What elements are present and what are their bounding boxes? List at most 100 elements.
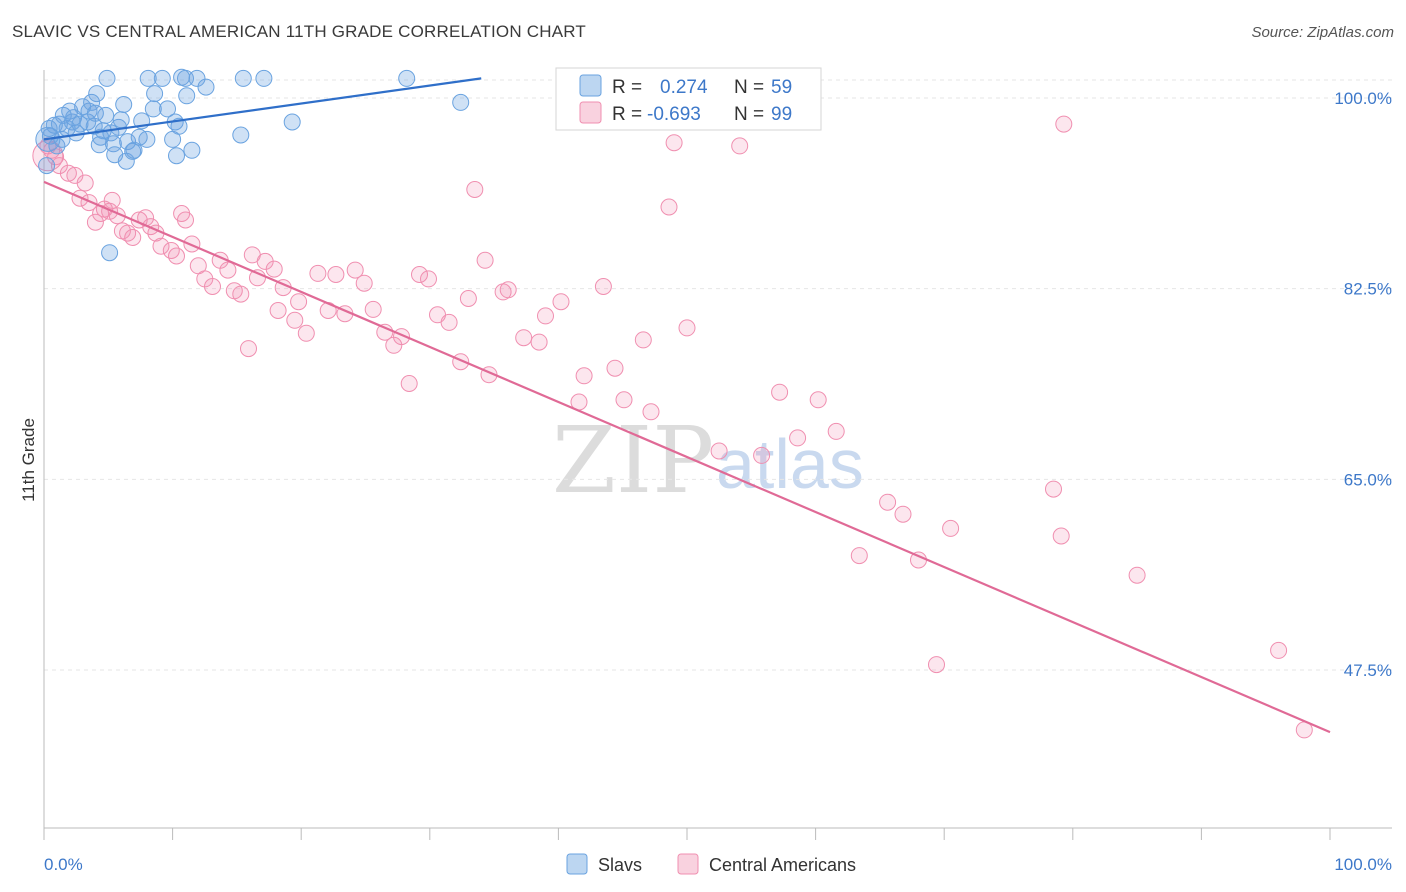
point-central-americans (1045, 480, 1062, 498)
point-central-americans (327, 266, 345, 283)
point-central-americans (552, 293, 570, 311)
point-central-americans (1128, 566, 1146, 584)
x-tick-label-0: 0.0% (44, 855, 83, 874)
point-slavs (98, 69, 116, 87)
point-central-americans (440, 313, 458, 331)
bottom-legend-swatch-central-americans (677, 853, 699, 875)
point-central-americans (400, 375, 418, 392)
bottom-legend-label-slavs: Slavs (598, 855, 642, 875)
point-slavs (146, 85, 164, 103)
legend-r-value-slavs: 0.274 (660, 77, 708, 98)
y-tick-label: 47.5% (1344, 661, 1392, 680)
point-central-americans (232, 285, 250, 303)
point-slavs (144, 100, 162, 118)
point-slavs (38, 157, 56, 175)
legend-n-label-slavs: N = (734, 77, 764, 98)
series-legend: Slavs Central Americans (566, 853, 856, 875)
legend-n-value-central-americans: 99 (771, 104, 792, 125)
legend-n-value-slavs: 59 (771, 77, 792, 98)
point-central-americans (827, 422, 845, 440)
point-central-americans (168, 247, 185, 265)
point-central-americans (204, 278, 221, 295)
correlation-legend: R = 0.274 N = 59 R = -0.693 N = 99 (555, 67, 822, 131)
point-central-americans (364, 300, 382, 318)
point-central-americans (1055, 115, 1073, 133)
point-central-americans (124, 229, 142, 246)
y-tick-label: 65.0% (1344, 470, 1392, 489)
point-slavs (159, 100, 176, 118)
point-central-americans (731, 137, 749, 155)
trend-lines (43, 77, 1331, 734)
gridlines (44, 79, 1392, 671)
point-central-americans (59, 164, 77, 182)
point-central-americans (771, 383, 789, 401)
point-slavs (104, 135, 122, 153)
point-central-americans (265, 260, 283, 278)
point-slavs (197, 78, 215, 96)
x-tick-label-1: 100.0% (1334, 855, 1392, 874)
point-central-americans (879, 493, 897, 511)
point-central-americans (642, 403, 660, 421)
point-slavs (183, 141, 201, 159)
legend-r-label-slavs: R = (612, 77, 642, 98)
series-central-americans (32, 115, 1313, 739)
legend-r-value-central-americans: -0.693 (647, 104, 701, 125)
point-central-americans (499, 281, 517, 299)
point-slavs (88, 85, 106, 103)
point-central-americans (309, 264, 327, 282)
point-central-americans (290, 293, 308, 311)
point-central-americans (615, 391, 633, 409)
point-central-americans (177, 211, 194, 229)
point-central-americans (809, 391, 827, 409)
point-slavs (112, 111, 130, 129)
point-central-americans (1270, 641, 1288, 659)
point-central-americans (594, 278, 612, 295)
point-slavs (398, 69, 416, 87)
point-slavs (97, 106, 115, 124)
legend-swatch-central-americans (579, 101, 602, 124)
point-slavs (283, 113, 301, 131)
x-axis-ticks (43, 828, 1331, 840)
point-central-americans (152, 237, 170, 255)
point-central-americans (575, 367, 593, 385)
point-central-americans (789, 429, 807, 447)
point-central-americans (1052, 527, 1070, 545)
bottom-legend-label-central-americans: Central Americans (709, 855, 856, 875)
point-central-americans (894, 505, 912, 523)
point-slavs (124, 142, 142, 160)
bottom-legend-swatch-slavs (566, 853, 588, 875)
point-central-americans (537, 307, 554, 325)
point-central-americans (634, 331, 652, 349)
point-central-americans (530, 333, 548, 351)
point-slavs (188, 69, 206, 87)
point-slavs (101, 244, 119, 262)
y-tick-label: 82.5% (1344, 280, 1392, 299)
chart-title: SLAVIC VS CENTRAL AMERICAN 11TH GRADE CO… (12, 22, 587, 41)
point-central-americans (665, 134, 683, 152)
point-central-americans (753, 446, 771, 464)
legend-r-label-central-americans: R = (612, 104, 642, 125)
point-slavs (85, 117, 103, 135)
point-central-americans (76, 174, 94, 192)
source-label: Source: ZipAtlas.com (1251, 24, 1394, 41)
legend-n-label-central-americans: N = (734, 104, 764, 125)
point-central-americans (928, 656, 945, 674)
legend-swatch-slavs (579, 74, 602, 97)
point-slavs (125, 141, 143, 159)
point-slavs (115, 96, 133, 113)
trend-line-central-americans (43, 180, 1331, 734)
point-central-americans (240, 340, 257, 358)
point-central-americans (850, 547, 868, 565)
point-central-americans (86, 213, 104, 231)
point-central-americans (297, 324, 315, 342)
trend-line-slavs (43, 77, 482, 141)
y-axis-label: 11th Grade (19, 418, 38, 502)
point-central-americans (411, 266, 428, 283)
point-central-americans (420, 270, 437, 288)
point-central-americans (219, 261, 237, 279)
point-central-americans (269, 302, 287, 319)
point-slavs (83, 93, 101, 111)
point-slavs (452, 93, 470, 111)
watermark-zip: ZIP (552, 407, 714, 514)
